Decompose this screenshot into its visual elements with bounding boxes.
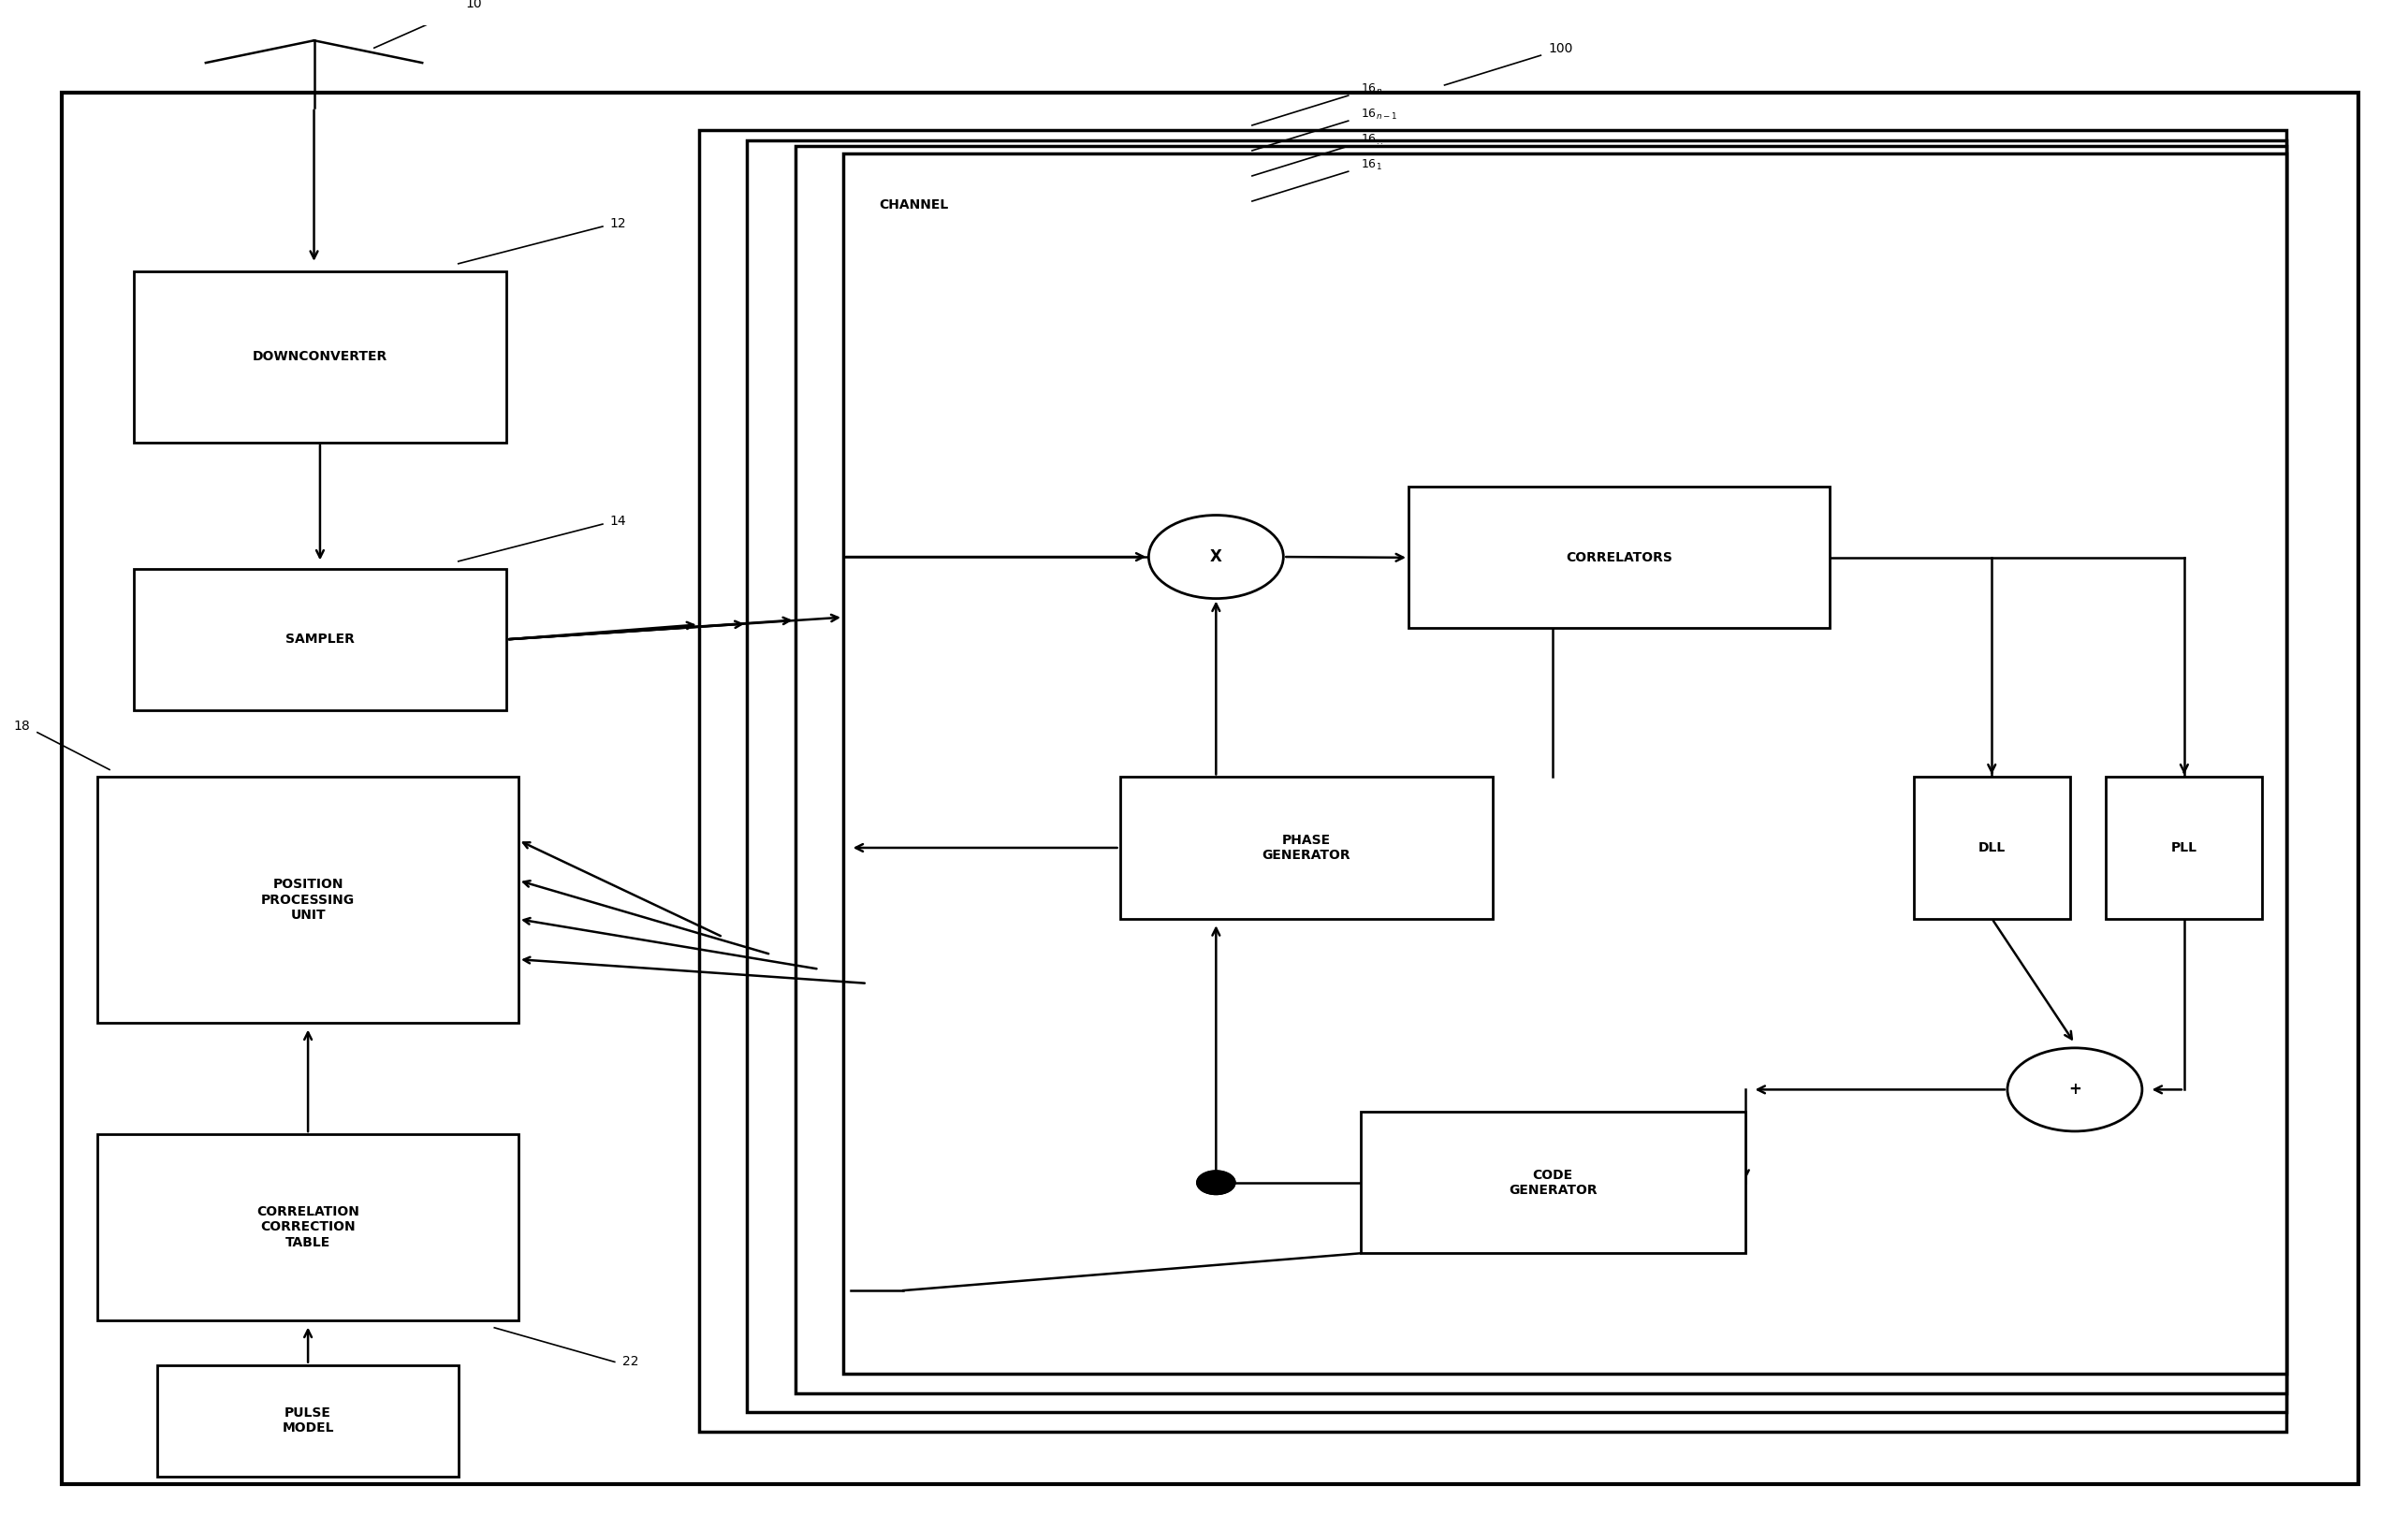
FancyBboxPatch shape bbox=[132, 568, 506, 711]
Text: +: + bbox=[2068, 1082, 2081, 1098]
Text: 26: 26 bbox=[1919, 738, 1934, 750]
Circle shape bbox=[2008, 1048, 2143, 1132]
FancyBboxPatch shape bbox=[698, 130, 2288, 1432]
Text: PULSE
MODEL: PULSE MODEL bbox=[282, 1406, 335, 1435]
Text: 18: 18 bbox=[14, 720, 31, 732]
Text: POSITION
PROCESSING
UNIT: POSITION PROCESSING UNIT bbox=[260, 879, 354, 921]
Text: DLL: DLL bbox=[1977, 841, 2006, 854]
Text: $16_n$: $16_n$ bbox=[1361, 82, 1382, 97]
FancyBboxPatch shape bbox=[63, 92, 2357, 1483]
Text: $16_1$: $16_1$ bbox=[1361, 158, 1382, 173]
Text: $16_{n-1}$: $16_{n-1}$ bbox=[1361, 108, 1397, 121]
FancyBboxPatch shape bbox=[746, 141, 2288, 1412]
FancyBboxPatch shape bbox=[2107, 777, 2264, 918]
Circle shape bbox=[1197, 1171, 1235, 1194]
FancyBboxPatch shape bbox=[132, 271, 506, 442]
Circle shape bbox=[1149, 515, 1283, 598]
Text: 28: 28 bbox=[2124, 738, 2138, 750]
FancyBboxPatch shape bbox=[1914, 777, 2071, 918]
Circle shape bbox=[1197, 1171, 1235, 1194]
Text: 44: 44 bbox=[1445, 651, 1459, 664]
Text: CHANNEL: CHANNEL bbox=[879, 198, 949, 211]
Text: CODE
GENERATOR: CODE GENERATOR bbox=[1507, 1168, 1597, 1197]
Text: 14: 14 bbox=[609, 515, 626, 527]
FancyBboxPatch shape bbox=[96, 777, 518, 1023]
FancyBboxPatch shape bbox=[157, 1365, 458, 1477]
Text: SAMPLER: SAMPLER bbox=[287, 633, 354, 645]
Text: CORRELATORS: CORRELATORS bbox=[1565, 551, 1671, 564]
Text: PHASE
GENERATOR: PHASE GENERATOR bbox=[1262, 833, 1351, 862]
Text: 42: 42 bbox=[1240, 617, 1255, 629]
Text: 24: 24 bbox=[1565, 738, 1580, 750]
FancyBboxPatch shape bbox=[795, 145, 2288, 1394]
FancyBboxPatch shape bbox=[96, 1135, 518, 1320]
Text: 100: 100 bbox=[1548, 42, 1572, 55]
Text: $16_{..}$: $16_{..}$ bbox=[1361, 133, 1382, 147]
FancyBboxPatch shape bbox=[1120, 777, 1493, 918]
Text: 30: 30 bbox=[2040, 1132, 2054, 1144]
FancyBboxPatch shape bbox=[1361, 1112, 1746, 1253]
Text: X: X bbox=[1209, 548, 1221, 565]
FancyBboxPatch shape bbox=[1409, 486, 1830, 629]
Text: 22: 22 bbox=[1156, 679, 1170, 691]
Text: 12: 12 bbox=[609, 217, 626, 230]
Text: 34: 34 bbox=[1577, 1136, 1592, 1148]
Text: PLL: PLL bbox=[2172, 841, 2199, 854]
Text: DOWNCONVERTER: DOWNCONVERTER bbox=[253, 350, 388, 364]
Text: CORRELATION
CORRECTION
TABLE: CORRELATION CORRECTION TABLE bbox=[258, 1206, 359, 1248]
Text: 22: 22 bbox=[621, 1354, 638, 1368]
Text: 40: 40 bbox=[1505, 765, 1519, 777]
FancyBboxPatch shape bbox=[843, 153, 2288, 1374]
Text: 38: 38 bbox=[1348, 1282, 1363, 1294]
Text: 10: 10 bbox=[465, 0, 482, 11]
Text: 36: 36 bbox=[1457, 1310, 1471, 1323]
